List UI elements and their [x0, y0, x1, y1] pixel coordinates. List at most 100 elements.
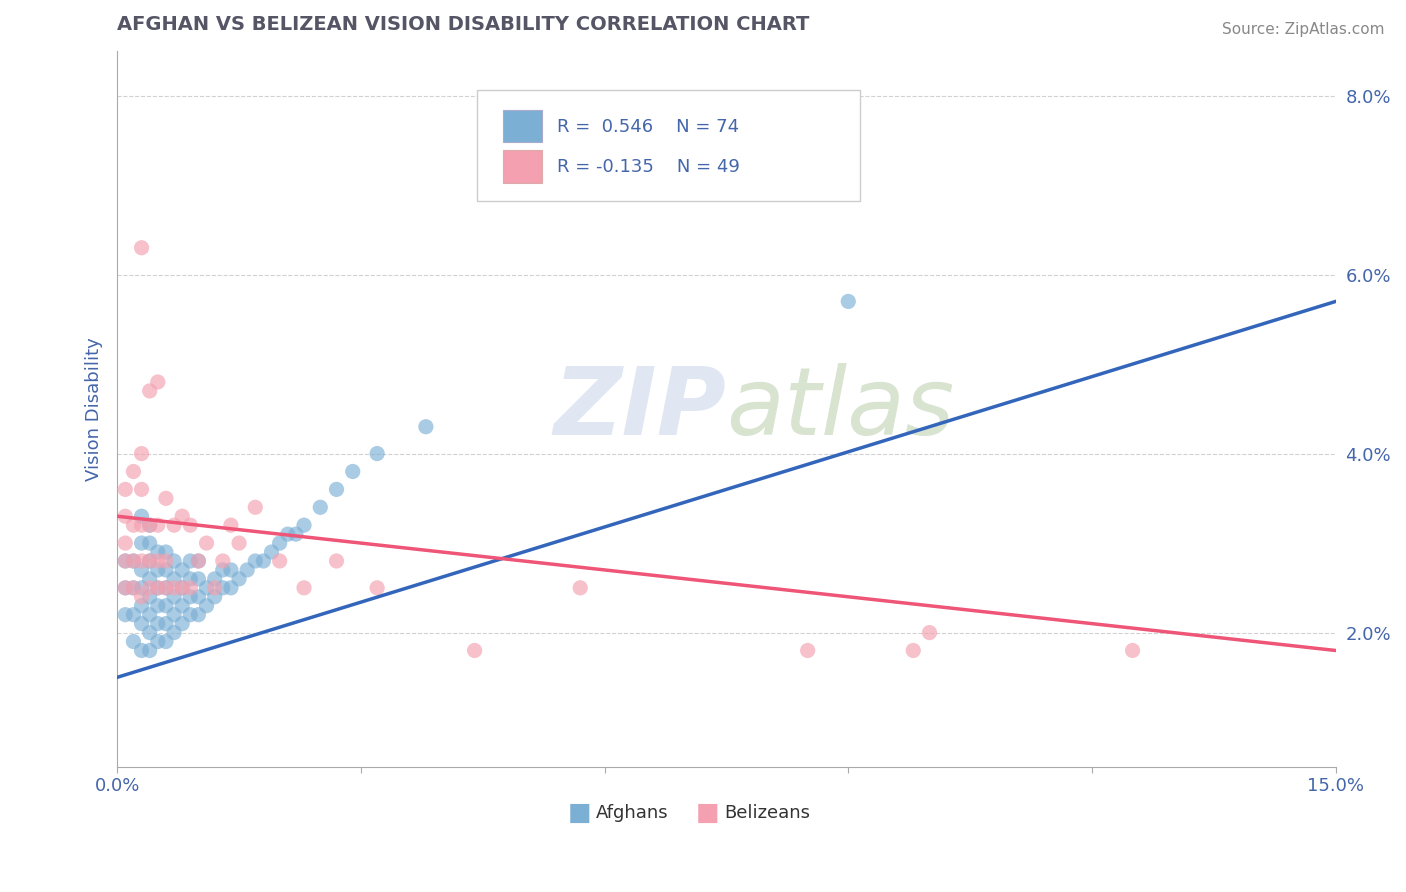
Y-axis label: Vision Disability: Vision Disability	[86, 337, 103, 481]
Point	[236, 563, 259, 577]
Point	[245, 554, 267, 568]
Point	[211, 581, 233, 595]
Text: R = -0.135    N = 49: R = -0.135 N = 49	[557, 158, 740, 176]
Point	[131, 447, 153, 461]
Point	[228, 536, 250, 550]
Point	[172, 563, 194, 577]
Point	[155, 491, 177, 506]
Point	[122, 581, 145, 595]
Point	[131, 599, 153, 613]
FancyBboxPatch shape	[477, 90, 860, 202]
Text: atlas: atlas	[727, 363, 955, 454]
Point	[163, 572, 186, 586]
Point	[131, 554, 153, 568]
Point	[366, 581, 388, 595]
Point	[163, 581, 186, 595]
Point	[146, 581, 169, 595]
Point	[252, 554, 274, 568]
Point	[245, 500, 267, 515]
Text: R =  0.546    N = 74: R = 0.546 N = 74	[557, 118, 740, 136]
Point	[146, 375, 169, 389]
Point	[269, 536, 291, 550]
Point	[131, 241, 153, 255]
Text: Source: ZipAtlas.com: Source: ZipAtlas.com	[1222, 22, 1385, 37]
Point	[172, 581, 194, 595]
Point	[204, 572, 226, 586]
Text: Afghans: Afghans	[596, 805, 669, 822]
Point	[187, 590, 209, 604]
Point	[211, 554, 233, 568]
Point	[796, 643, 818, 657]
Point	[464, 643, 486, 657]
Point	[1122, 643, 1144, 657]
Point	[146, 545, 169, 559]
Point	[325, 554, 347, 568]
Point	[163, 607, 186, 622]
Point	[114, 581, 136, 595]
Point	[146, 634, 169, 648]
Point	[155, 581, 177, 595]
Point	[122, 607, 145, 622]
Point	[146, 518, 169, 533]
Point	[155, 554, 177, 568]
Point	[114, 554, 136, 568]
Point	[131, 590, 153, 604]
Point	[155, 599, 177, 613]
Point	[260, 545, 283, 559]
Point	[138, 625, 160, 640]
Point	[195, 536, 218, 550]
Point	[342, 465, 364, 479]
Point	[219, 581, 242, 595]
Point	[163, 554, 186, 568]
Point	[146, 554, 169, 568]
Point	[172, 599, 194, 613]
Point	[138, 518, 160, 533]
Point	[138, 536, 160, 550]
Point	[569, 581, 592, 595]
Point	[163, 625, 186, 640]
FancyBboxPatch shape	[503, 151, 543, 183]
Text: ■: ■	[568, 801, 592, 825]
Point	[138, 581, 160, 595]
Point	[837, 294, 859, 309]
Point	[122, 465, 145, 479]
Point	[122, 518, 145, 533]
Point	[114, 483, 136, 497]
Point	[114, 581, 136, 595]
Point	[155, 563, 177, 577]
Point	[179, 590, 201, 604]
Point	[138, 607, 160, 622]
Point	[292, 518, 315, 533]
Point	[187, 554, 209, 568]
Point	[122, 581, 145, 595]
Point	[138, 518, 160, 533]
FancyBboxPatch shape	[503, 111, 543, 143]
Text: Belizeans: Belizeans	[724, 805, 810, 822]
Point	[187, 572, 209, 586]
Point	[415, 419, 437, 434]
Point	[228, 572, 250, 586]
Point	[325, 483, 347, 497]
Point	[131, 536, 153, 550]
Point	[172, 509, 194, 524]
Text: ■: ■	[696, 801, 720, 825]
Point	[122, 634, 145, 648]
Point	[277, 527, 299, 541]
Point	[179, 581, 201, 595]
Point	[131, 616, 153, 631]
Text: ZIP: ZIP	[554, 363, 727, 455]
Point	[131, 563, 153, 577]
Point	[146, 599, 169, 613]
Point	[122, 554, 145, 568]
Point	[179, 554, 201, 568]
Point	[155, 581, 177, 595]
Point	[155, 634, 177, 648]
Point	[131, 518, 153, 533]
Point	[163, 590, 186, 604]
Point	[131, 509, 153, 524]
Point	[138, 384, 160, 398]
Point	[219, 518, 242, 533]
Point	[114, 554, 136, 568]
Point	[187, 607, 209, 622]
Point	[219, 563, 242, 577]
